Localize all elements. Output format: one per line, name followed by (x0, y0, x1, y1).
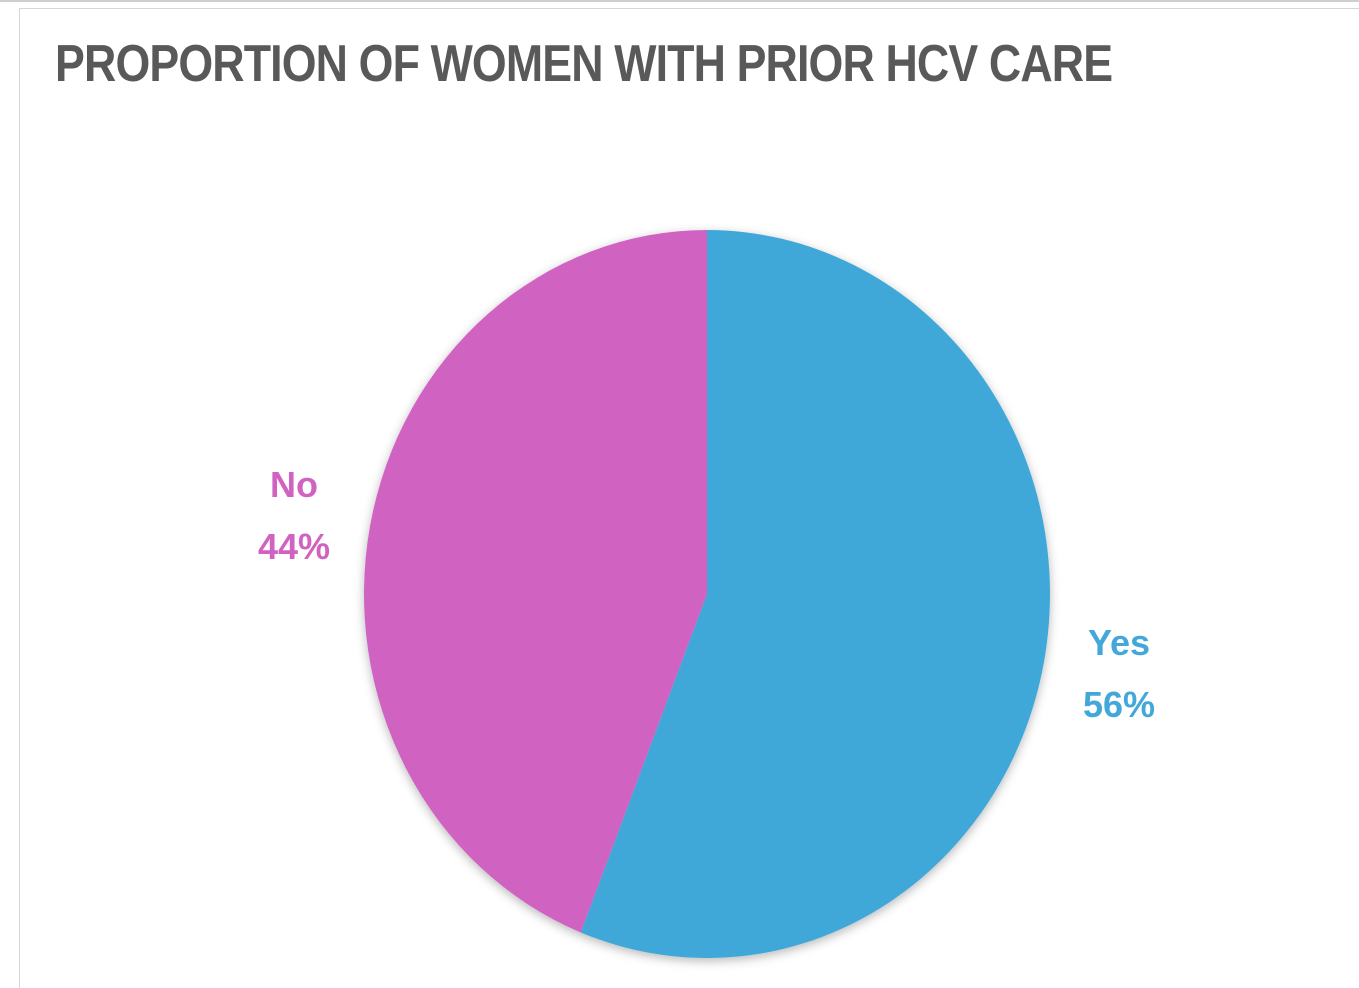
slice-value-label: 44% (258, 526, 330, 567)
pie-slice-yes (580, 230, 1050, 958)
slice-category-label: Yes (1088, 622, 1150, 663)
slice-category-label: No (270, 464, 318, 505)
pie-labels: Yes 56% No 44% (258, 464, 1155, 725)
top-border (0, 0, 1359, 2)
pie-slice-no (363, 230, 707, 933)
slice-value-label: 56% (1083, 684, 1155, 725)
pie-slices (363, 230, 1050, 958)
chart-title: PROPORTION OF WOMEN WITH PRIOR HCV CARE (55, 35, 1113, 93)
